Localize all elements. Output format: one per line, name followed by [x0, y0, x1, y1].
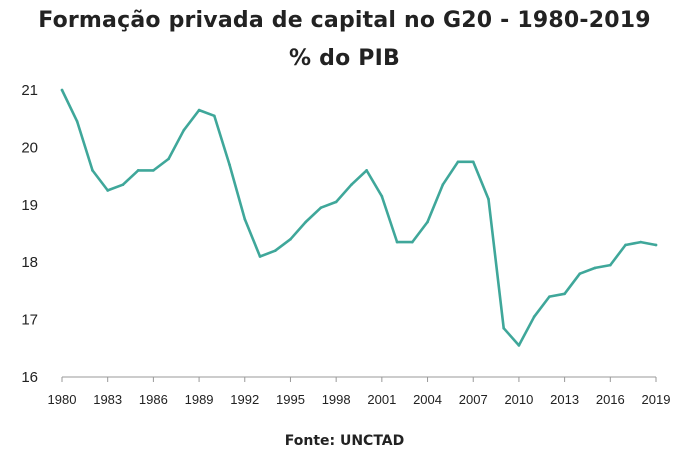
data-point — [563, 292, 566, 296]
x-tick-label: 1989 — [185, 392, 214, 407]
data-point — [197, 108, 201, 112]
x-tick-label: 2013 — [550, 392, 579, 407]
data-point — [411, 240, 414, 244]
data-point — [548, 295, 551, 298]
x-tick-label: 2007 — [459, 392, 488, 407]
x-tick-label: 2001 — [367, 392, 396, 407]
x-tick-label: 1983 — [93, 392, 122, 407]
data-point — [441, 183, 445, 187]
x-tick-label: 1980 — [48, 392, 77, 407]
data-point — [426, 220, 429, 224]
data-point — [487, 197, 490, 201]
data-point — [243, 217, 247, 221]
data-point — [395, 240, 399, 244]
x-tick-label: 1992 — [230, 392, 259, 407]
data-point — [289, 237, 292, 241]
x-tick-label: 1998 — [322, 392, 351, 407]
data-point — [258, 255, 262, 258]
data-point — [319, 206, 323, 209]
data-point — [60, 88, 64, 92]
data-point — [75, 120, 79, 123]
data-point — [228, 163, 231, 166]
data-point — [532, 315, 536, 319]
data-point — [578, 272, 582, 275]
x-tick-label: 2016 — [596, 392, 625, 407]
data-point — [609, 263, 612, 267]
y-tick-label: 18 — [21, 254, 38, 271]
y-tick-label: 17 — [21, 312, 38, 329]
chart-source: Fonte: UNCTAD — [284, 433, 405, 449]
y-tick-label: 21 — [21, 82, 38, 99]
data-point — [654, 243, 658, 247]
x-tick-label: 1995 — [276, 392, 305, 407]
data-point — [91, 169, 94, 172]
data-point — [380, 194, 384, 198]
data-point — [624, 243, 627, 247]
data-point — [152, 169, 155, 172]
data-point — [639, 240, 643, 244]
data-point — [350, 183, 353, 187]
data-point — [121, 183, 125, 187]
data-point — [304, 220, 307, 224]
data-point — [167, 157, 170, 161]
data-point — [182, 128, 186, 132]
data-point — [456, 160, 460, 164]
y-tick-label: 16 — [21, 369, 38, 386]
x-tick-label: 2019 — [642, 392, 671, 407]
series-line — [60, 88, 658, 347]
x-tick-label: 1986 — [139, 392, 168, 407]
data-point — [365, 169, 368, 172]
data-point — [136, 169, 140, 172]
x-tick-label: 2010 — [504, 392, 533, 407]
data-point — [273, 249, 277, 253]
data-point — [517, 344, 521, 347]
chart-subtitle: % do PIB — [289, 46, 400, 71]
data-point — [593, 266, 597, 270]
x-tick-label: 2004 — [413, 392, 442, 407]
y-tick-label: 20 — [21, 139, 38, 156]
data-point — [334, 200, 338, 204]
data-point — [213, 114, 216, 118]
data-point — [106, 189, 109, 192]
data-point — [471, 160, 475, 164]
y-tick-label: 19 — [21, 197, 38, 214]
chart-title: Formação privada de capital no G20 - 198… — [38, 8, 651, 33]
data-point — [502, 326, 505, 330]
